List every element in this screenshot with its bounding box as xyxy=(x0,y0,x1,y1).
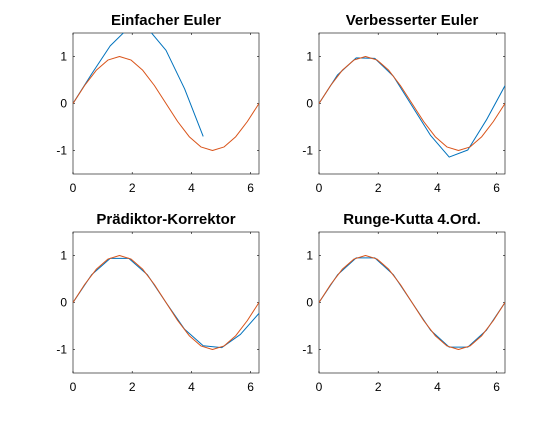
x-tick-label: 4 xyxy=(188,380,195,394)
x-tick-label: 4 xyxy=(434,380,441,394)
y-tick-label: -1 xyxy=(302,343,313,357)
x-tick-label: 4 xyxy=(188,181,195,195)
y-tick-label: 1 xyxy=(306,50,313,64)
exact-solution-line xyxy=(319,56,505,151)
x-tick-label: 6 xyxy=(247,380,254,394)
y-tick-label: 1 xyxy=(60,249,67,263)
x-tick-label: 0 xyxy=(316,380,323,394)
plot-area xyxy=(319,255,505,350)
y-tick-label: -1 xyxy=(56,343,67,357)
y-tick-label: 0 xyxy=(60,296,67,310)
x-tick-label: 0 xyxy=(70,181,77,195)
subplot-title: Verbesserter Euler xyxy=(346,12,479,29)
x-tick-label: 0 xyxy=(70,380,77,394)
x-tick-label: 6 xyxy=(493,380,500,394)
exact-solution-line xyxy=(319,255,505,350)
y-tick-label: 1 xyxy=(60,50,67,64)
subplot-title: Runge-Kutta 4.Ord. xyxy=(343,211,481,228)
y-tick-label: -1 xyxy=(56,144,67,158)
x-tick-label: 6 xyxy=(493,181,500,195)
subplot-title: Einfacher Euler xyxy=(111,12,221,29)
x-tick-label: 2 xyxy=(375,181,382,195)
exact-solution-line xyxy=(73,56,259,151)
x-tick-label: 2 xyxy=(129,380,136,394)
subplot-verbesserter-euler: Verbesserter Euler 0 2 4 6 -1 0 1 xyxy=(302,12,506,195)
plot-area xyxy=(73,33,259,151)
subplot-runge-kutta: Runge-Kutta 4.Ord. 0 2 4 6 -1 0 1 xyxy=(302,211,506,394)
subplot-title: Prädiktor-Korrektor xyxy=(96,211,235,228)
y-tick-label: 0 xyxy=(306,296,313,310)
subplot-praediktor-korrektor: Prädiktor-Korrektor 0 2 4 6 -1 0 1 xyxy=(56,211,260,394)
x-tick-label: 4 xyxy=(434,181,441,195)
numerical-solution-line xyxy=(73,33,204,137)
x-tick-label: 2 xyxy=(129,181,136,195)
x-tick-label: 2 xyxy=(375,380,382,394)
plot-area xyxy=(319,56,505,158)
y-tick-label: 0 xyxy=(60,97,67,111)
numerical-solution-line xyxy=(319,57,505,158)
y-tick-label: 0 xyxy=(306,97,313,111)
plot-area xyxy=(73,255,259,350)
subplot-einfacher-euler: Einfacher Euler 0 2 4 6 -1 0 1 xyxy=(56,12,260,195)
y-tick-label: 1 xyxy=(306,249,313,263)
y-tick-label: -1 xyxy=(302,144,313,158)
x-tick-label: 0 xyxy=(316,181,323,195)
exact-solution-line xyxy=(73,255,259,350)
x-tick-label: 6 xyxy=(247,181,254,195)
